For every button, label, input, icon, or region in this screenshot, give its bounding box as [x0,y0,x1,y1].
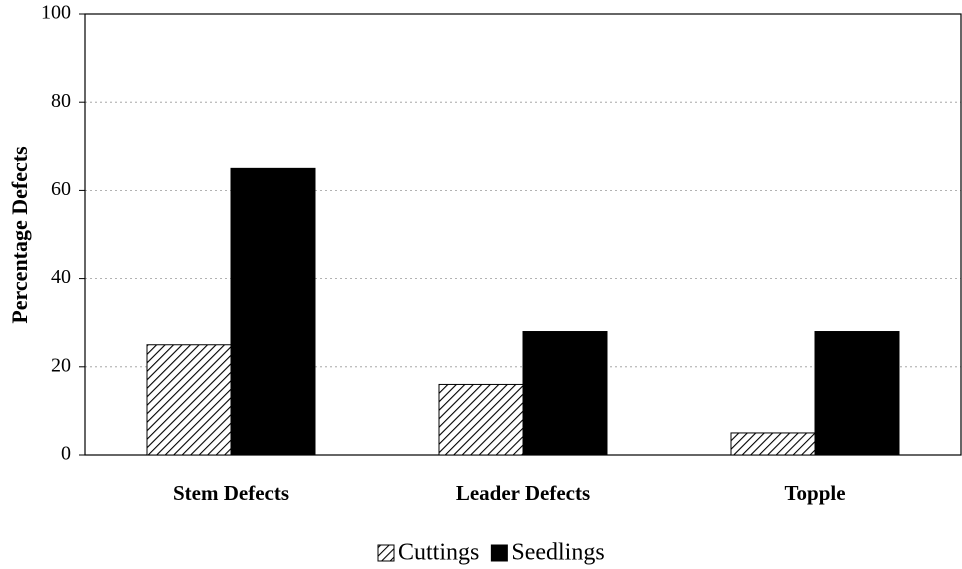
legend-swatch [377,544,395,562]
bar [730,432,816,456]
legend-label: Seedlings [511,540,604,566]
y-tick-label: 100 [41,2,71,24]
legend-swatch [490,544,508,562]
bar [438,383,524,456]
y-axis-label: Percentage Defects [7,146,32,324]
bar [522,331,608,456]
legend-label: Cuttings [398,540,479,566]
bar [814,331,900,456]
y-tick-label: 60 [51,178,71,200]
y-tick-label: 20 [51,354,71,376]
x-tick-label: Leader Defects [456,481,590,505]
y-tick-label: 40 [51,266,71,288]
bar [146,344,232,456]
x-tick-label: Stem Defects [173,481,289,505]
bar [230,167,316,456]
y-tick-label: 0 [61,443,71,465]
y-tick-label: 80 [51,90,71,112]
x-tick-label: Topple [784,481,845,505]
